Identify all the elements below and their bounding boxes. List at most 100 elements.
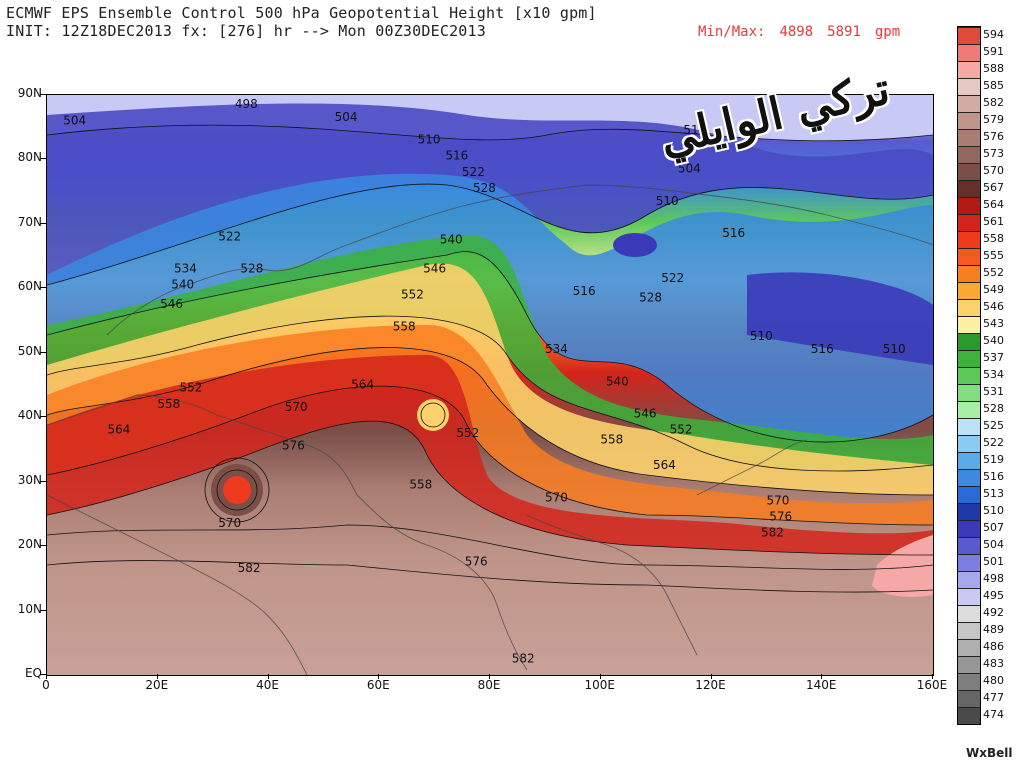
contour-label: 528: [639, 291, 662, 305]
latitude-tick: [40, 351, 46, 353]
colorbar-level-label: 486: [983, 639, 1004, 653]
colorbar-level-label: 591: [983, 44, 1004, 58]
latitude-label: 30N: [17, 472, 42, 487]
max-value: 5891: [827, 24, 861, 40]
colorbar-level-label: 519: [983, 452, 1004, 466]
colorbar-level-label: 501: [983, 554, 1004, 568]
contour-label: 540: [440, 233, 463, 247]
latitude-tick: [40, 158, 46, 160]
colorbar-swatch: [958, 401, 980, 418]
contour-label: 582: [512, 651, 535, 665]
colorbar-swatch: [958, 333, 980, 350]
colorbar-swatch: [958, 163, 980, 180]
colorbar-swatch: [958, 469, 980, 486]
colorbar-swatch: [958, 707, 980, 724]
colorbar-swatch: [958, 180, 980, 197]
contour-label: 504: [63, 113, 86, 127]
contour-label: 510: [418, 133, 441, 147]
longitude-label: 100E: [584, 678, 616, 692]
longitude-label: 40E: [256, 678, 279, 692]
colorbar-swatch: [958, 503, 980, 520]
contour-label: 510: [683, 123, 706, 137]
colorbar-level-label: 567: [983, 180, 1004, 194]
height-colorbar: [957, 26, 981, 725]
colorbar-swatch: [958, 452, 980, 469]
colorbar-level-label: 477: [983, 690, 1004, 704]
longitude-tick: [932, 674, 933, 679]
longitude-tick: [46, 674, 47, 679]
colorbar-level-label: 516: [983, 469, 1004, 483]
colorbar-level-label: 561: [983, 214, 1004, 228]
contour-labels: 498 504 504 510 516 522 528 510 504 510 516 522 540 5…: [63, 97, 905, 665]
latitude-tick: [40, 94, 46, 95]
colorbar-level-label: 540: [983, 333, 1004, 347]
min-value: 4898: [779, 24, 814, 40]
colorbar-level-label: 507: [983, 520, 1004, 534]
longitude-tick: [267, 674, 269, 679]
contour-label: 522: [661, 271, 684, 285]
colorbar-level-label: 564: [983, 197, 1004, 211]
map-canvas: 498 504 504 510 516 522 528 510 504 510 516 522 540 5…: [47, 95, 933, 675]
colorbar-level-label: 480: [983, 673, 1004, 687]
contour-label: 570: [545, 490, 568, 504]
colorbar-level-label: 579: [983, 112, 1004, 126]
latitude-label: 90N: [17, 86, 42, 100]
band-564: [47, 355, 933, 555]
contour-label: 534: [174, 262, 197, 276]
contour-label: 534: [545, 342, 568, 356]
contour-label: 576: [282, 439, 305, 453]
longitude-label: 20E: [145, 678, 169, 692]
colorbar-swatch: [958, 639, 980, 656]
contour-label: 564: [653, 458, 676, 472]
latitude-label: 80N: [17, 150, 42, 165]
colorbar-level-label: 483: [983, 656, 1004, 670]
contour-label: 546: [634, 407, 657, 421]
colorbar-swatch: [958, 316, 980, 333]
colorbar-level-label: 492: [983, 605, 1004, 619]
coastlines: [47, 184, 933, 675]
contour-label: 552: [670, 423, 693, 437]
longitude-label: 80E: [477, 678, 501, 692]
contour-label: 582: [238, 561, 261, 575]
forecast-init-info: INIT: 12Z18DEC2013 fx: [276] hr --> Mon …: [6, 22, 486, 40]
colorbar-swatch: [958, 129, 980, 146]
colorbar-swatch: [958, 537, 980, 554]
colorbar-swatch: [958, 197, 980, 214]
latitude-tick: [40, 545, 46, 547]
band-516: [47, 173, 933, 443]
colorbar-swatch: [958, 61, 980, 78]
colorbar-swatch: [958, 231, 980, 248]
contour-label: 558: [600, 432, 623, 446]
colorbar-swatch: [958, 571, 980, 588]
latitude-tick: [40, 222, 46, 224]
colorbar-swatch: [958, 282, 980, 299]
contour-label: 576: [465, 555, 488, 569]
colorbar-level-label: 570: [983, 163, 1004, 177]
longitude-label: 140E: [806, 678, 837, 692]
longitude-tick: [599, 674, 601, 679]
colorbar-swatch: [958, 520, 980, 537]
contour-label: 552: [180, 381, 203, 395]
contour-label: 510: [750, 329, 773, 343]
colorbar-swatch: [958, 486, 980, 503]
high-center-pacific: [872, 535, 933, 597]
longitude-label: 120E: [695, 678, 726, 692]
contour-label: 546: [423, 262, 446, 276]
latitude-tick: [40, 674, 46, 675]
contour-label: 570: [285, 400, 308, 414]
contour-label: 522: [218, 229, 241, 243]
geopotential-height-map: 498 504 504 510 516 522 528 510 504 510 516 522 540 5…: [46, 94, 934, 676]
latitude-label: 50N: [17, 343, 42, 358]
longitude-tick: [378, 674, 380, 679]
colorbar-swatch: [958, 350, 980, 367]
colorbar-swatch: [958, 146, 980, 163]
contour-label: 546: [160, 297, 183, 311]
cutoff-low-inner: [223, 476, 251, 504]
colorbar-level-label: 558: [983, 231, 1004, 245]
colorbar-level-label: 495: [983, 588, 1004, 602]
colorbar-swatch: [958, 78, 980, 95]
contour-label: 516: [722, 226, 745, 240]
latitude-tick: [40, 480, 46, 482]
colorbar-level-label: 504: [983, 537, 1004, 551]
low-center-east: [747, 272, 933, 365]
